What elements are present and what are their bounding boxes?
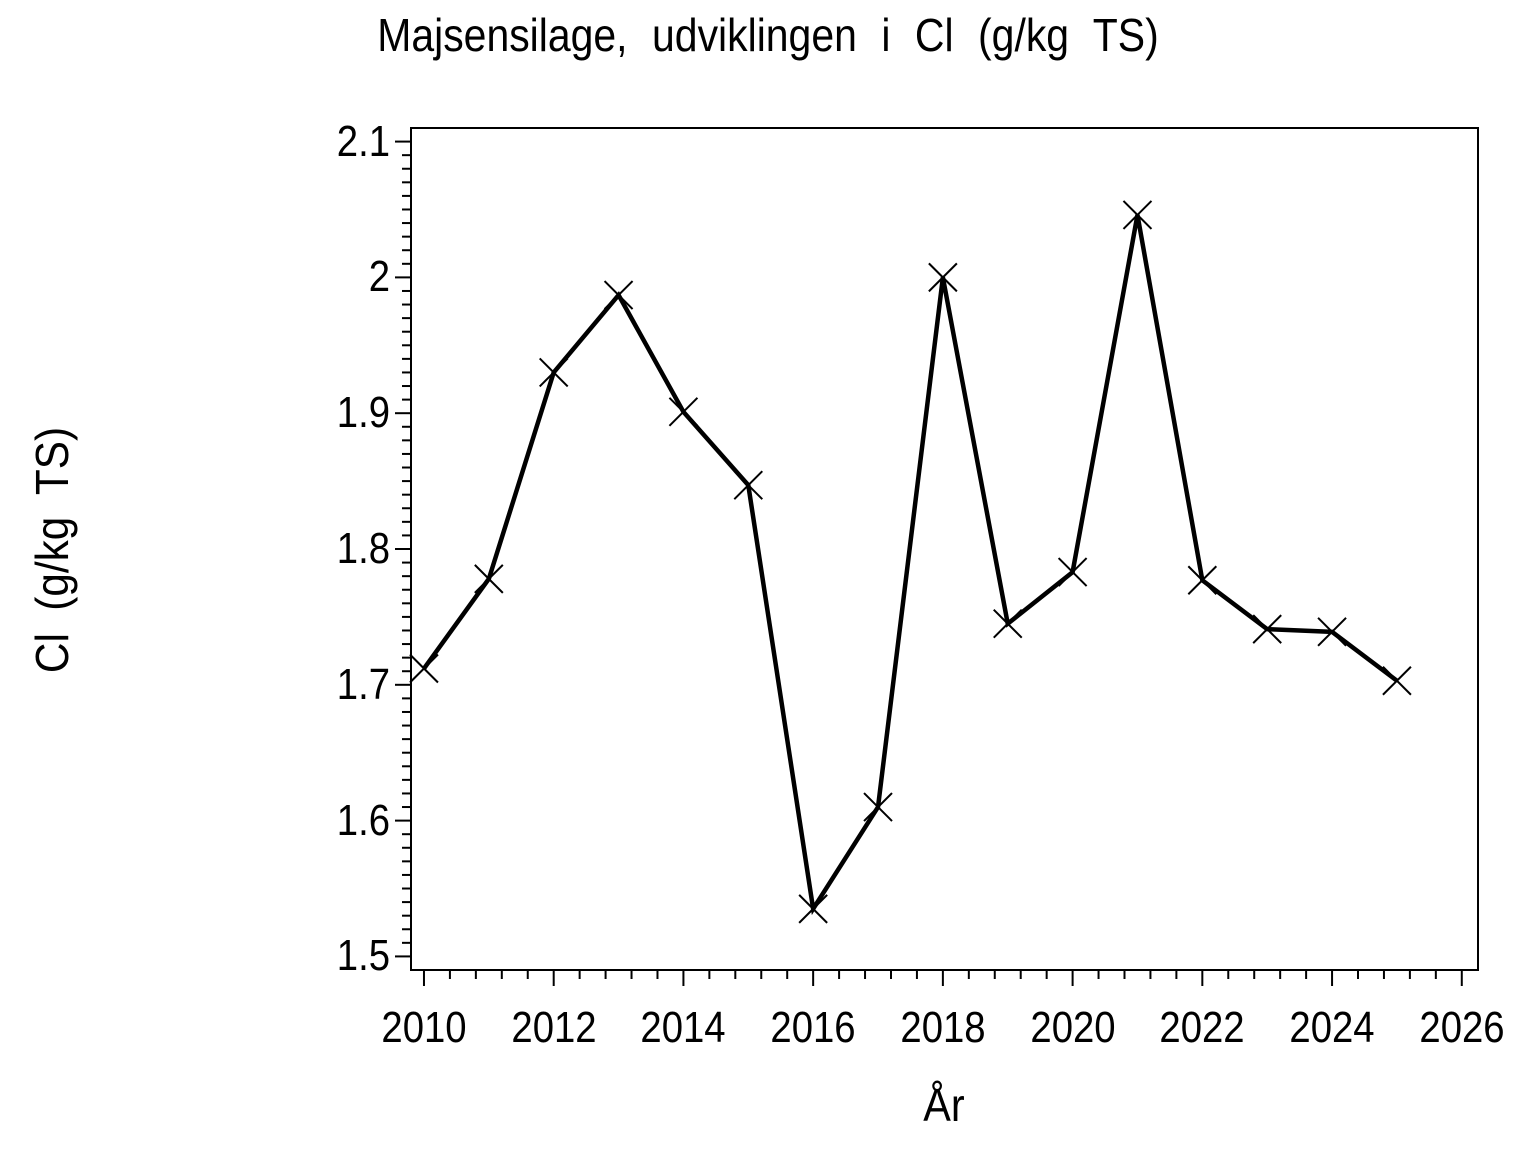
data-marker-x-icon [1252, 614, 1282, 644]
data-marker-x-icon [1187, 565, 1218, 595]
y-tick-label: 1.7 [336, 659, 390, 709]
data-marker-x-icon [798, 894, 828, 924]
y-tick-label: 2.1 [336, 116, 390, 166]
x-tick-label: 2014 [640, 1003, 726, 1052]
y-tick-label: 1.5 [336, 931, 390, 981]
data-marker-x-icon [1382, 666, 1412, 696]
x-tick-label: 2022 [1159, 1003, 1245, 1052]
x-tick-label: 2026 [1419, 1003, 1505, 1052]
data-marker-x-icon [863, 792, 893, 822]
plot-frame [410, 127, 1479, 971]
data-marker-x-icon [1317, 617, 1347, 647]
data-marker-x-icon [993, 608, 1023, 639]
y-tick-label: 1.6 [336, 795, 390, 845]
y-tick-label: 1.9 [336, 388, 390, 438]
x-tick-label: 2020 [1030, 1003, 1116, 1052]
data-marker-x-icon [1057, 557, 1088, 587]
x-tick-label: 2018 [900, 1003, 986, 1052]
y-tick-label: 2 [368, 252, 390, 302]
y-tick-label: 1.8 [336, 524, 390, 573]
x-tick-label: 2024 [1289, 1003, 1375, 1052]
x-tick-label: 2010 [381, 1003, 467, 1052]
x-tick-label: 2012 [511, 1003, 597, 1052]
data-marker-x-icon [474, 564, 504, 594]
data-marker-x-icon [668, 397, 699, 427]
x-axis-title: År [923, 1079, 965, 1131]
data-line [422, 214, 1399, 916]
data-marker-x-icon [928, 262, 958, 293]
data-marker-x-icon [409, 653, 439, 684]
chart-title: Majsensilage, udviklingen i Cl (g/kg TS) [377, 9, 1159, 61]
data-marker-x-icon [733, 470, 763, 500]
data-marker-x-icon [538, 357, 569, 388]
data-marker-x-icon [1122, 200, 1153, 230]
data-marker-x-icon [603, 280, 634, 310]
x-tick-label: 2016 [770, 1003, 856, 1052]
